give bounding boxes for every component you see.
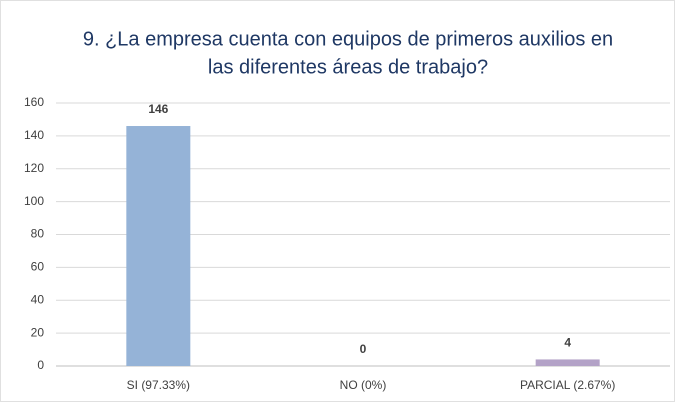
y-tick-label: 140 [24, 128, 44, 142]
y-tick-label: 60 [31, 260, 45, 274]
chart-title: 9. ¿La empresa cuenta con equipos de pri… [83, 28, 613, 50]
y-tick-label: 40 [31, 292, 45, 306]
y-tick-label: 100 [24, 194, 44, 208]
data-label: 0 [360, 342, 367, 356]
y-tick-label: 80 [31, 227, 45, 241]
y-tick-label: 0 [37, 358, 44, 372]
y-tick-label: 20 [31, 325, 45, 339]
chart-title: las diferentes áreas de trabajo? [208, 56, 488, 78]
data-label: 146 [148, 102, 168, 116]
x-tick-label: NO (0%) [340, 378, 387, 392]
x-tick-label: PARCIAL (2.67%) [520, 378, 615, 392]
y-tick-label: 160 [24, 95, 44, 109]
data-label: 4 [564, 336, 571, 350]
bar [535, 359, 600, 366]
y-tick-label: 120 [24, 161, 44, 175]
bar [126, 126, 191, 366]
x-tick-label: SI (97.33%) [127, 378, 190, 392]
